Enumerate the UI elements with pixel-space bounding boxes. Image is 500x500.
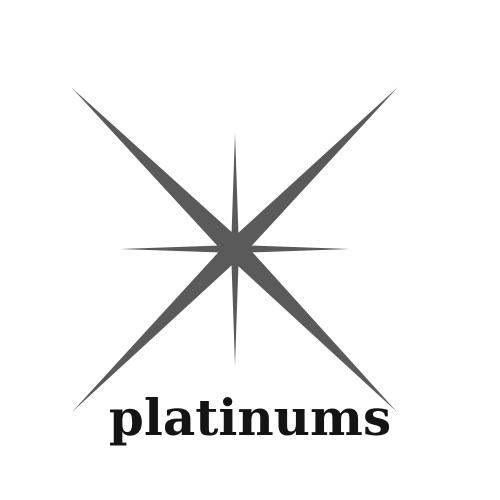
brand-wordmark: platinums (108, 388, 392, 447)
star-center-dot (224, 238, 246, 260)
